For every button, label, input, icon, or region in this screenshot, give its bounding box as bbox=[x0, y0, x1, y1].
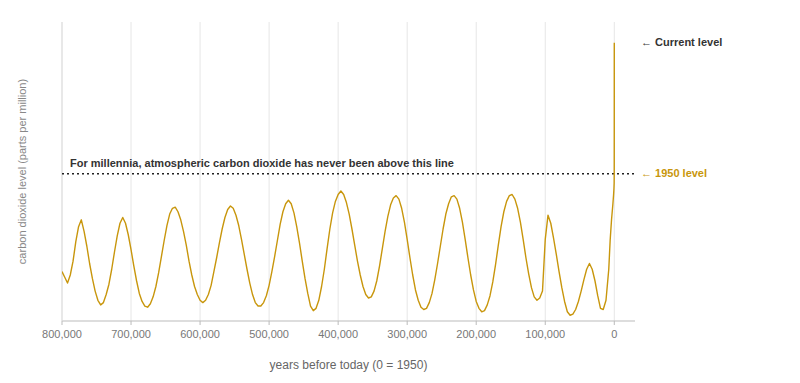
plot-area bbox=[62, 43, 635, 316]
tick-label: 800,000 bbox=[42, 328, 82, 340]
reference-label: For millennia, atmospheric carbon dioxid… bbox=[70, 157, 454, 169]
grid bbox=[62, 22, 614, 321]
tick-mark bbox=[62, 321, 63, 325]
tick-mark bbox=[338, 321, 339, 325]
tick-mark bbox=[200, 321, 201, 325]
tick-mark bbox=[476, 321, 477, 325]
tick-mark bbox=[614, 321, 615, 325]
grid-line bbox=[200, 22, 201, 321]
x-axis-label: years before today (0 = 1950) bbox=[270, 358, 428, 372]
tick-mark bbox=[545, 321, 546, 325]
x-ticks: 800,000 700,000 600,000 500,000 400,000 300,0… bbox=[42, 321, 617, 340]
grid-line bbox=[476, 22, 477, 321]
tick-mark bbox=[407, 321, 408, 325]
y-axis-label: carbon dioxide level (parts per million) bbox=[16, 79, 28, 264]
tick-label: 300,000 bbox=[387, 328, 427, 340]
chart: 800,000 700,000 600,000 500,000 400,000 300,0… bbox=[0, 0, 800, 383]
tick-label: 400,000 bbox=[318, 328, 358, 340]
tick-mark bbox=[269, 321, 270, 325]
tick-label: 200,000 bbox=[456, 328, 496, 340]
x-axis-line bbox=[62, 321, 635, 322]
tick-label: 600,000 bbox=[180, 328, 220, 340]
grid-line bbox=[338, 22, 339, 321]
tick-label: 0 bbox=[611, 328, 617, 340]
grid-line bbox=[131, 22, 132, 321]
tick-label: 700,000 bbox=[111, 328, 151, 340]
y-axis-line bbox=[62, 22, 63, 321]
annotation: ← Current level bbox=[641, 36, 722, 48]
grid-line bbox=[269, 22, 270, 321]
grid-line bbox=[545, 22, 546, 321]
grid-line bbox=[62, 22, 63, 321]
tick-label: 100,000 bbox=[525, 328, 565, 340]
co2-line bbox=[62, 43, 614, 316]
annotation: ← 1950 level bbox=[641, 167, 707, 179]
reference-line bbox=[62, 173, 635, 175]
tick-label: 500,000 bbox=[249, 328, 289, 340]
grid-line bbox=[407, 22, 408, 321]
tick-mark bbox=[131, 321, 132, 325]
